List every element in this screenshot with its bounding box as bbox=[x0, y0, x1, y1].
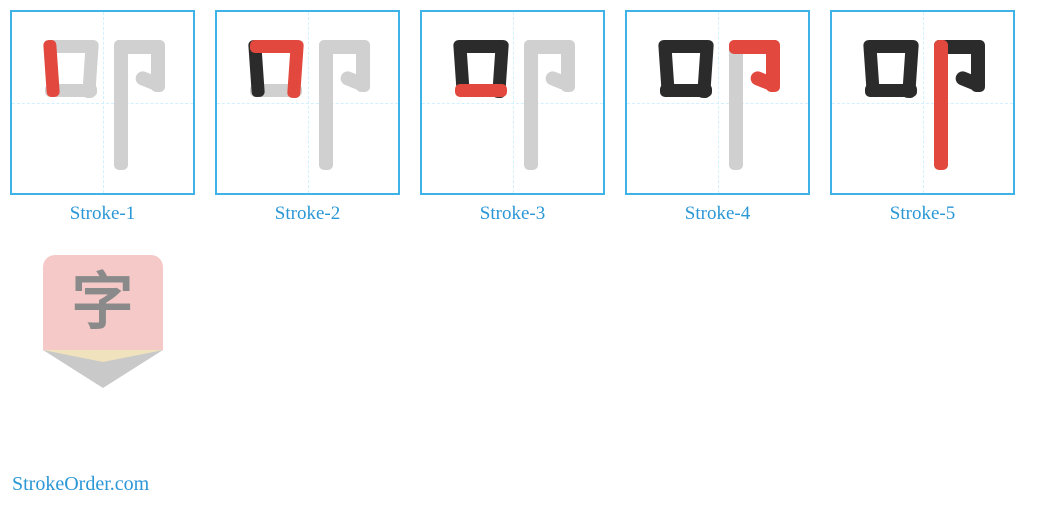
logo-top: 字 bbox=[43, 255, 163, 350]
stroke-caption-2: Stroke-2 bbox=[275, 203, 340, 225]
stroke-caption-1: Stroke-1 bbox=[70, 203, 135, 225]
stroke-5 bbox=[524, 40, 538, 170]
stroke-cell-3 bbox=[420, 10, 605, 195]
stroke-panel-4: Stroke-4 bbox=[625, 10, 810, 225]
stroke-panel-3: Stroke-3 bbox=[420, 10, 605, 225]
logo-wrap: 字 bbox=[10, 255, 195, 390]
stroke-5 bbox=[114, 40, 128, 170]
footer-site-name: StrokeOrder.com bbox=[12, 473, 149, 496]
stroke-cell-4 bbox=[625, 10, 810, 195]
site-logo: 字 bbox=[43, 255, 163, 390]
character-drawing bbox=[12, 12, 193, 193]
stroke-panel-1: Stroke-1 bbox=[10, 10, 195, 225]
stroke-caption-3: Stroke-3 bbox=[480, 203, 545, 225]
stroke-caption-5: Stroke-5 bbox=[890, 203, 955, 225]
stroke-cell-1 bbox=[10, 10, 195, 195]
character-drawing bbox=[627, 12, 808, 193]
stroke-panel-2: Stroke-2 bbox=[215, 10, 400, 225]
stroke-3 bbox=[660, 84, 712, 97]
character-drawing bbox=[217, 12, 398, 193]
stroke-5 bbox=[319, 40, 333, 170]
character-drawing bbox=[422, 12, 603, 193]
stroke-5 bbox=[934, 40, 948, 170]
stroke-row: Stroke-1 Stroke-2 Stroke-3 Stroke-4 Stroke-5 bbox=[0, 0, 1050, 225]
stroke-cell-2 bbox=[215, 10, 400, 195]
stroke-caption-4: Stroke-4 bbox=[685, 203, 750, 225]
logo-row: 字 bbox=[0, 225, 1050, 390]
logo-pencil-tip bbox=[43, 350, 163, 388]
stroke-3 bbox=[865, 84, 917, 97]
stroke-5 bbox=[729, 40, 743, 170]
stroke-panel-5: Stroke-5 bbox=[830, 10, 1015, 225]
stroke-cell-5 bbox=[830, 10, 1015, 195]
character-drawing bbox=[832, 12, 1013, 193]
logo-character: 字 bbox=[71, 272, 133, 334]
stroke-3 bbox=[455, 84, 507, 97]
